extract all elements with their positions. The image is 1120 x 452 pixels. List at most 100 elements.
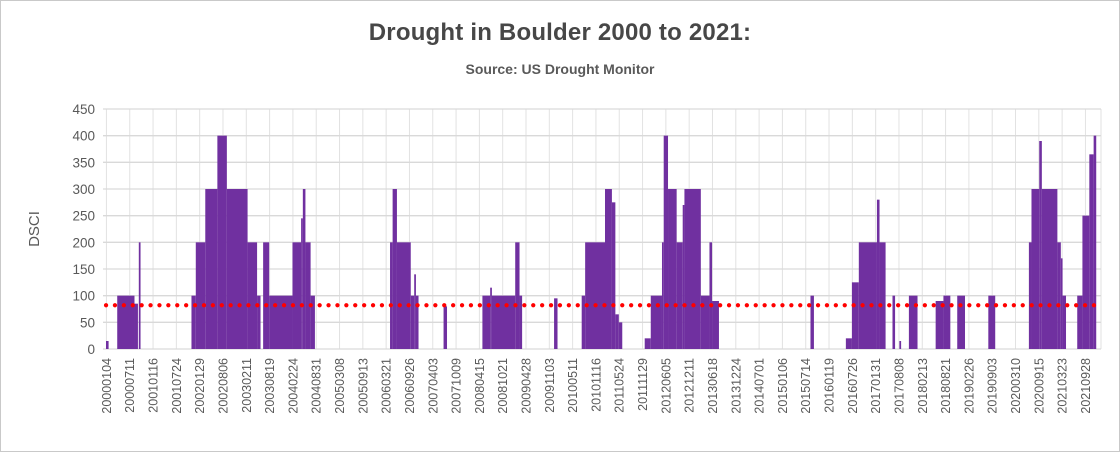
dsci-bar-segment <box>554 298 558 349</box>
x-tick-label: 20200915 <box>1032 358 1046 414</box>
dsci-bar-segment <box>899 341 902 349</box>
dsci-bar-segment <box>134 303 138 349</box>
x-tick-label: 20110524 <box>613 358 627 413</box>
dsci-bar-segment <box>684 189 701 349</box>
dsci-bar-segment <box>845 338 852 349</box>
dsci-bar-segment <box>257 295 261 349</box>
dsci-bar-segment <box>712 301 719 349</box>
dsci-bar-segment <box>292 242 302 349</box>
x-tick-label: 20130618 <box>706 358 720 414</box>
dsci-bar-segment <box>682 205 685 349</box>
x-tick-label: 20100511 <box>566 358 580 413</box>
y-tick-label: 100 <box>72 289 95 304</box>
y-axis-title: DSCI <box>26 211 43 247</box>
x-tick-label: 20081021 <box>496 358 510 414</box>
dsci-bar-segment <box>700 295 710 349</box>
x-tick-label: 20080415 <box>473 358 487 414</box>
dsci-bar-segment <box>443 306 448 349</box>
dsci-bar-segment <box>879 242 886 349</box>
x-tick-label: 20160119 <box>823 358 837 413</box>
dsci-bar-segment <box>226 189 248 349</box>
dsci-bar-segment <box>585 242 605 349</box>
dsci-bar-segment <box>957 295 966 349</box>
dsci-bar-segment <box>1057 242 1061 349</box>
x-tick-label: 20040831 <box>310 358 324 414</box>
y-tick-label: 300 <box>72 182 95 197</box>
dsci-bar-segment <box>138 242 141 349</box>
x-tick-label: 20050913 <box>356 358 370 414</box>
dsci-bar-segment <box>1041 189 1058 349</box>
dsci-bar-segment <box>709 242 713 349</box>
x-tick-label: 20190903 <box>986 358 1000 414</box>
dsci-bar-segment <box>117 295 135 349</box>
dsci-bar-segment <box>605 189 612 349</box>
x-tick-label: 20090428 <box>520 358 534 414</box>
dsci-bar-segment <box>490 287 492 349</box>
y-tick-label: 0 <box>87 342 95 357</box>
x-tick-label: 20170131 <box>869 358 883 414</box>
x-tick-label: 20030211 <box>240 358 254 413</box>
x-tick-label: 20170808 <box>892 358 906 414</box>
dsci-bar-segment <box>858 242 877 349</box>
dsci-bar-segment <box>414 274 416 349</box>
x-tick-label: 20040224 <box>286 358 300 414</box>
dsci-bar-segment <box>581 295 586 349</box>
x-tick-label: 20010116 <box>147 358 161 413</box>
dsci-bar-segment <box>301 218 303 349</box>
dsci-bar-segment <box>1082 215 1090 349</box>
dsci-bar-segment <box>935 301 944 349</box>
y-tick-label: 150 <box>72 262 95 277</box>
x-tick-label: 20190226 <box>962 358 976 414</box>
dsci-bar-segment <box>650 295 662 349</box>
dsci-bar-segment <box>392 189 397 349</box>
dsci-bar-segment <box>482 295 491 349</box>
dsci-bar-segment <box>908 295 918 349</box>
dsci-bar-segment <box>205 189 218 349</box>
dsci-bar-segment <box>892 295 896 349</box>
dsci-bar-segment <box>310 295 315 349</box>
x-tick-label: 20121211 <box>683 358 697 413</box>
x-tick-label: 20020129 <box>193 358 207 414</box>
dsci-bar-segment <box>644 338 651 349</box>
x-tick-label: 20071009 <box>450 358 464 414</box>
x-tick-label: 20000711 <box>123 358 137 413</box>
x-tick-label: 20101116 <box>589 358 603 412</box>
x-tick-label: 20050308 <box>333 358 347 414</box>
dsci-bar-segment <box>195 242 206 349</box>
y-tick-label: 350 <box>72 155 95 170</box>
x-tick-label: 20120605 <box>659 358 673 414</box>
dsci-bar-segment <box>1093 135 1097 349</box>
dsci-bar-segment <box>876 199 880 349</box>
x-tick-label: 20140701 <box>753 358 767 414</box>
chart-title: Drought in Boulder 2000 to 2021: <box>368 19 752 46</box>
x-tick-label: 20000104 <box>100 358 114 414</box>
dsci-bar-segment <box>676 242 683 349</box>
dsci-bar-segment <box>390 242 393 349</box>
dsci-bar-segment <box>302 189 306 349</box>
dsci-bar-segment <box>519 295 523 349</box>
dsci-bar-segment <box>988 295 996 349</box>
dsci-bar-segment <box>1028 242 1032 349</box>
dsci-bar-segment <box>668 189 677 349</box>
y-tick-label: 250 <box>72 209 95 224</box>
dsci-bar-segment <box>1039 141 1042 349</box>
y-tick-label: 50 <box>80 315 95 330</box>
dsci-bar-segment <box>1077 295 1083 349</box>
dsci-bar-segment <box>810 295 814 349</box>
dsci-bar-segment <box>410 295 415 349</box>
x-tick-label: 20210323 <box>1056 358 1070 414</box>
y-tick-label: 450 <box>72 102 95 117</box>
x-tick-label: 20060321 <box>380 358 394 414</box>
x-tick-label: 20150106 <box>776 358 790 414</box>
y-tick-label: 200 <box>72 235 95 250</box>
dsci-bar-segment <box>1062 295 1067 349</box>
y-tick-label: 400 <box>72 129 95 144</box>
dsci-bar-segment <box>1089 154 1094 349</box>
x-tick-label: 20200310 <box>1009 358 1023 414</box>
dsci-bar-segment <box>615 314 619 349</box>
dsci-bar-segment <box>247 242 258 349</box>
dsci-bar-segment <box>396 242 411 349</box>
dsci-bar-segment <box>618 322 623 349</box>
